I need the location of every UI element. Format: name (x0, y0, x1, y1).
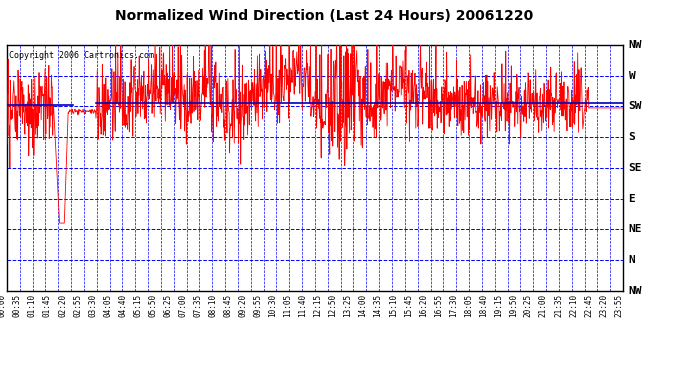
Text: W: W (629, 71, 635, 81)
Text: 09:55: 09:55 (253, 294, 262, 317)
Text: 05:15: 05:15 (133, 294, 142, 317)
Text: 19:50: 19:50 (509, 294, 518, 317)
Text: NW: NW (629, 286, 642, 296)
Text: 03:30: 03:30 (88, 294, 97, 317)
Text: NE: NE (629, 224, 642, 234)
Text: 08:10: 08:10 (208, 294, 217, 317)
Text: 04:05: 04:05 (103, 294, 112, 317)
Text: 18:40: 18:40 (479, 294, 488, 317)
Text: 18:05: 18:05 (464, 294, 473, 317)
Text: Normalized Wind Direction (Last 24 Hours) 20061220: Normalized Wind Direction (Last 24 Hours… (115, 9, 533, 23)
Text: 20:25: 20:25 (524, 294, 533, 317)
Text: 15:45: 15:45 (404, 294, 413, 317)
Text: 13:25: 13:25 (344, 294, 353, 317)
Text: 16:55: 16:55 (434, 294, 443, 317)
Text: 06:25: 06:25 (164, 294, 172, 317)
Text: SE: SE (629, 163, 642, 173)
Text: 07:35: 07:35 (193, 294, 202, 317)
Text: E: E (629, 194, 635, 204)
Text: 02:55: 02:55 (73, 294, 82, 317)
Text: S: S (629, 132, 635, 142)
Text: 11:05: 11:05 (284, 294, 293, 317)
Text: 00:00: 00:00 (0, 294, 7, 317)
Text: 17:30: 17:30 (448, 294, 457, 317)
Text: 23:55: 23:55 (614, 294, 623, 317)
Text: 21:35: 21:35 (554, 294, 563, 317)
Text: 08:45: 08:45 (224, 294, 233, 317)
Text: 16:20: 16:20 (419, 294, 428, 317)
Text: 12:15: 12:15 (313, 294, 322, 317)
Text: SW: SW (629, 101, 642, 111)
Text: 11:40: 11:40 (299, 294, 308, 317)
Text: 01:10: 01:10 (28, 294, 37, 317)
Text: 07:00: 07:00 (178, 294, 187, 317)
Text: NW: NW (629, 40, 642, 50)
Text: 22:45: 22:45 (584, 294, 593, 317)
Text: 12:50: 12:50 (328, 294, 337, 317)
Text: 23:20: 23:20 (599, 294, 608, 317)
Text: 19:15: 19:15 (494, 294, 503, 317)
Text: 01:45: 01:45 (43, 294, 52, 317)
Text: 02:20: 02:20 (58, 294, 67, 317)
Text: 15:10: 15:10 (388, 294, 397, 317)
Text: 05:50: 05:50 (148, 294, 157, 317)
Text: N: N (629, 255, 635, 265)
Text: Copyright 2006 Cartronics.com: Copyright 2006 Cartronics.com (9, 51, 154, 60)
Text: 14:00: 14:00 (359, 294, 368, 317)
Text: 14:35: 14:35 (373, 294, 383, 317)
Text: 09:20: 09:20 (238, 294, 247, 317)
Text: 22:10: 22:10 (569, 294, 578, 317)
Text: 10:30: 10:30 (268, 294, 277, 317)
Text: 21:00: 21:00 (539, 294, 548, 317)
Text: 00:35: 00:35 (13, 294, 22, 317)
Text: 04:40: 04:40 (118, 294, 127, 317)
